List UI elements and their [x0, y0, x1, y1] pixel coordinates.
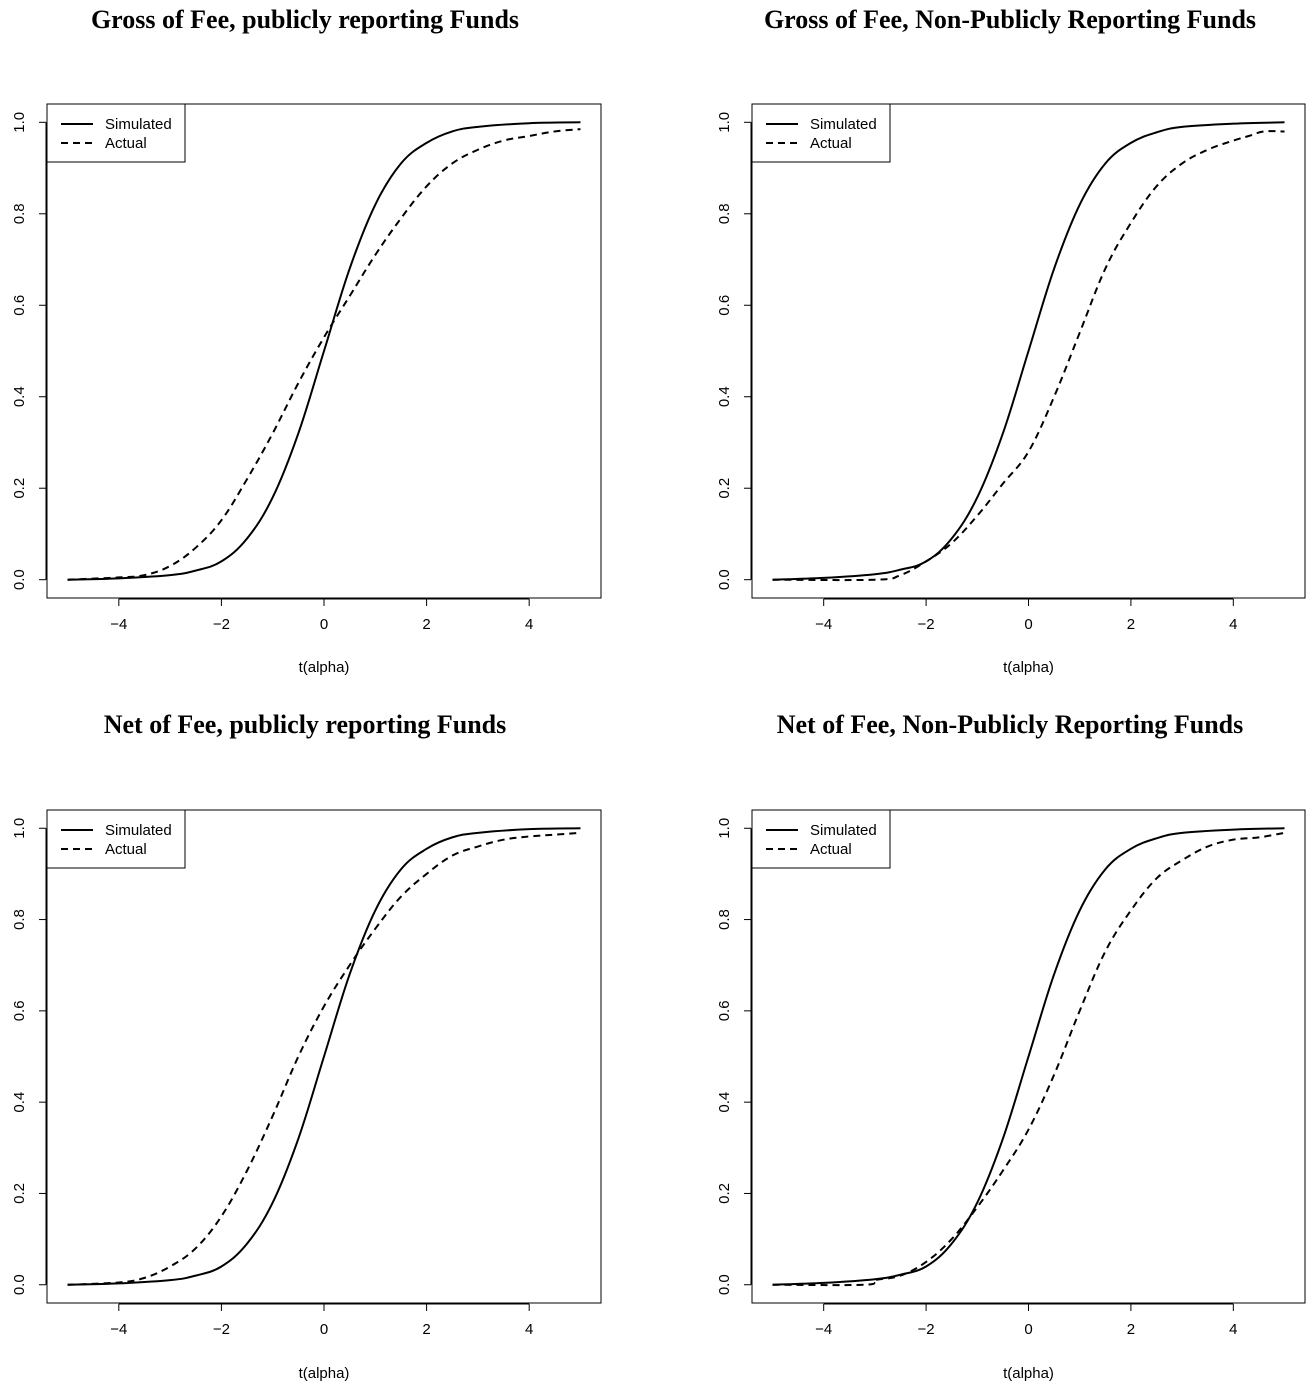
series-line-actual: [772, 831, 1285, 1287]
y-tick-label: 1.0: [11, 112, 28, 133]
x-tick-label: 4: [525, 616, 533, 633]
legend-label: Simulated: [105, 116, 172, 133]
y-tick-label: 0.0: [716, 569, 733, 590]
series-line-actual: [772, 130, 1285, 582]
x-tick-label: −2: [918, 1321, 935, 1338]
legend: Simulated Actual: [46, 103, 186, 163]
y-tick-label: 0.2: [11, 478, 28, 499]
y-tick-label: 0.2: [716, 478, 733, 499]
y-tick-label: 1.0: [11, 818, 28, 839]
y-tick-label: 1.0: [716, 112, 733, 133]
series-line-simulated: [772, 121, 1285, 581]
y-tick-label: 0.6: [11, 295, 28, 316]
x-axis-label: t(alpha): [299, 659, 350, 676]
x-tick-label: −4: [110, 616, 127, 633]
y-tick-label: 0.0: [11, 1274, 28, 1295]
x-tick-label: 2: [422, 616, 430, 633]
x-axis-label: t(alpha): [299, 1365, 350, 1382]
chart-panel-3: Net of Fee, publicly reporting Funds −4 −2…: [11, 710, 602, 1382]
chart-title: Gross of Fee, Non-Publicly Reporting Fun…: [764, 5, 1256, 34]
series-line-simulated: [772, 827, 1285, 1286]
x-tick-label: −4: [815, 616, 832, 633]
x-tick-label: 2: [1127, 616, 1135, 633]
plot-frame: [751, 809, 1306, 1304]
legend-box: [751, 103, 891, 163]
plot-frame: [46, 103, 602, 599]
legend-label: Simulated: [810, 822, 877, 839]
x-tick-label: 2: [1127, 1321, 1135, 1338]
y-tick-label: 0.4: [716, 386, 733, 407]
x-tick-label: −2: [918, 616, 935, 633]
x-tick-label: −4: [110, 1321, 127, 1338]
y-tick-label: 0.8: [11, 203, 28, 224]
x-tick-label: 0: [1024, 1321, 1032, 1338]
y-tick-label: 0.8: [11, 909, 28, 930]
chart-title: Net of Fee, publicly reporting Funds: [104, 710, 507, 739]
legend-label: Actual: [105, 841, 147, 858]
legend: Simulated Actual: [46, 809, 186, 869]
chart-panel-1: Gross of Fee, publicly reporting Funds −4…: [11, 5, 602, 676]
x-tick-label: −2: [213, 1321, 230, 1338]
x-tick-label: 0: [320, 1321, 328, 1338]
y-tick-label: 0.4: [11, 386, 28, 407]
legend-label: Simulated: [810, 116, 877, 133]
y-tick-label: 0.0: [716, 1274, 733, 1295]
series-line-actual: [67, 831, 581, 1286]
series-line-actual: [67, 128, 581, 581]
y-tick-label: 0.4: [716, 1092, 733, 1113]
chart-title: Net of Fee, Non-Publicly Reporting Funds: [777, 710, 1244, 739]
y-tick-label: 1.0: [716, 818, 733, 839]
x-tick-label: 0: [320, 616, 328, 633]
legend-label: Actual: [810, 841, 852, 858]
y-tick-label: 0.8: [716, 909, 733, 930]
legend-box: [46, 809, 186, 869]
y-tick-label: 0.2: [11, 1183, 28, 1204]
x-tick-label: 2: [422, 1321, 430, 1338]
y-tick-label: 0.0: [11, 569, 28, 590]
plot-frame: [46, 809, 602, 1304]
legend-box: [46, 103, 186, 163]
series-line-simulated: [67, 121, 581, 581]
x-tick-label: 0: [1024, 616, 1032, 633]
legend-box: [751, 809, 891, 869]
series-line-simulated: [67, 827, 581, 1286]
y-tick-label: 0.6: [716, 295, 733, 316]
y-tick-label: 0.2: [716, 1183, 733, 1204]
legend-label: Simulated: [105, 822, 172, 839]
legend-label: Actual: [105, 135, 147, 152]
y-tick-label: 0.6: [11, 1000, 28, 1021]
x-tick-label: 4: [1229, 1321, 1237, 1338]
x-tick-label: 4: [1229, 616, 1237, 633]
y-tick-label: 0.4: [11, 1092, 28, 1113]
y-tick-label: 0.8: [716, 203, 733, 224]
plot-frame: [751, 103, 1306, 599]
legend-label: Actual: [810, 135, 852, 152]
legend: Simulated Actual: [751, 103, 891, 163]
x-tick-label: −4: [815, 1321, 832, 1338]
chart-title: Gross of Fee, publicly reporting Funds: [91, 5, 519, 34]
y-tick-label: 0.6: [716, 1000, 733, 1021]
x-axis-label: t(alpha): [1003, 1365, 1054, 1382]
x-axis-label: t(alpha): [1003, 659, 1054, 676]
x-tick-label: −2: [213, 616, 230, 633]
chart-panel-4: Net of Fee, Non-Publicly Reporting Funds…: [716, 710, 1306, 1382]
legend: Simulated Actual: [751, 809, 891, 869]
chart-panel-2: Gross of Fee, Non-Publicly Reporting Fun…: [716, 5, 1306, 676]
x-tick-label: 4: [525, 1321, 533, 1338]
